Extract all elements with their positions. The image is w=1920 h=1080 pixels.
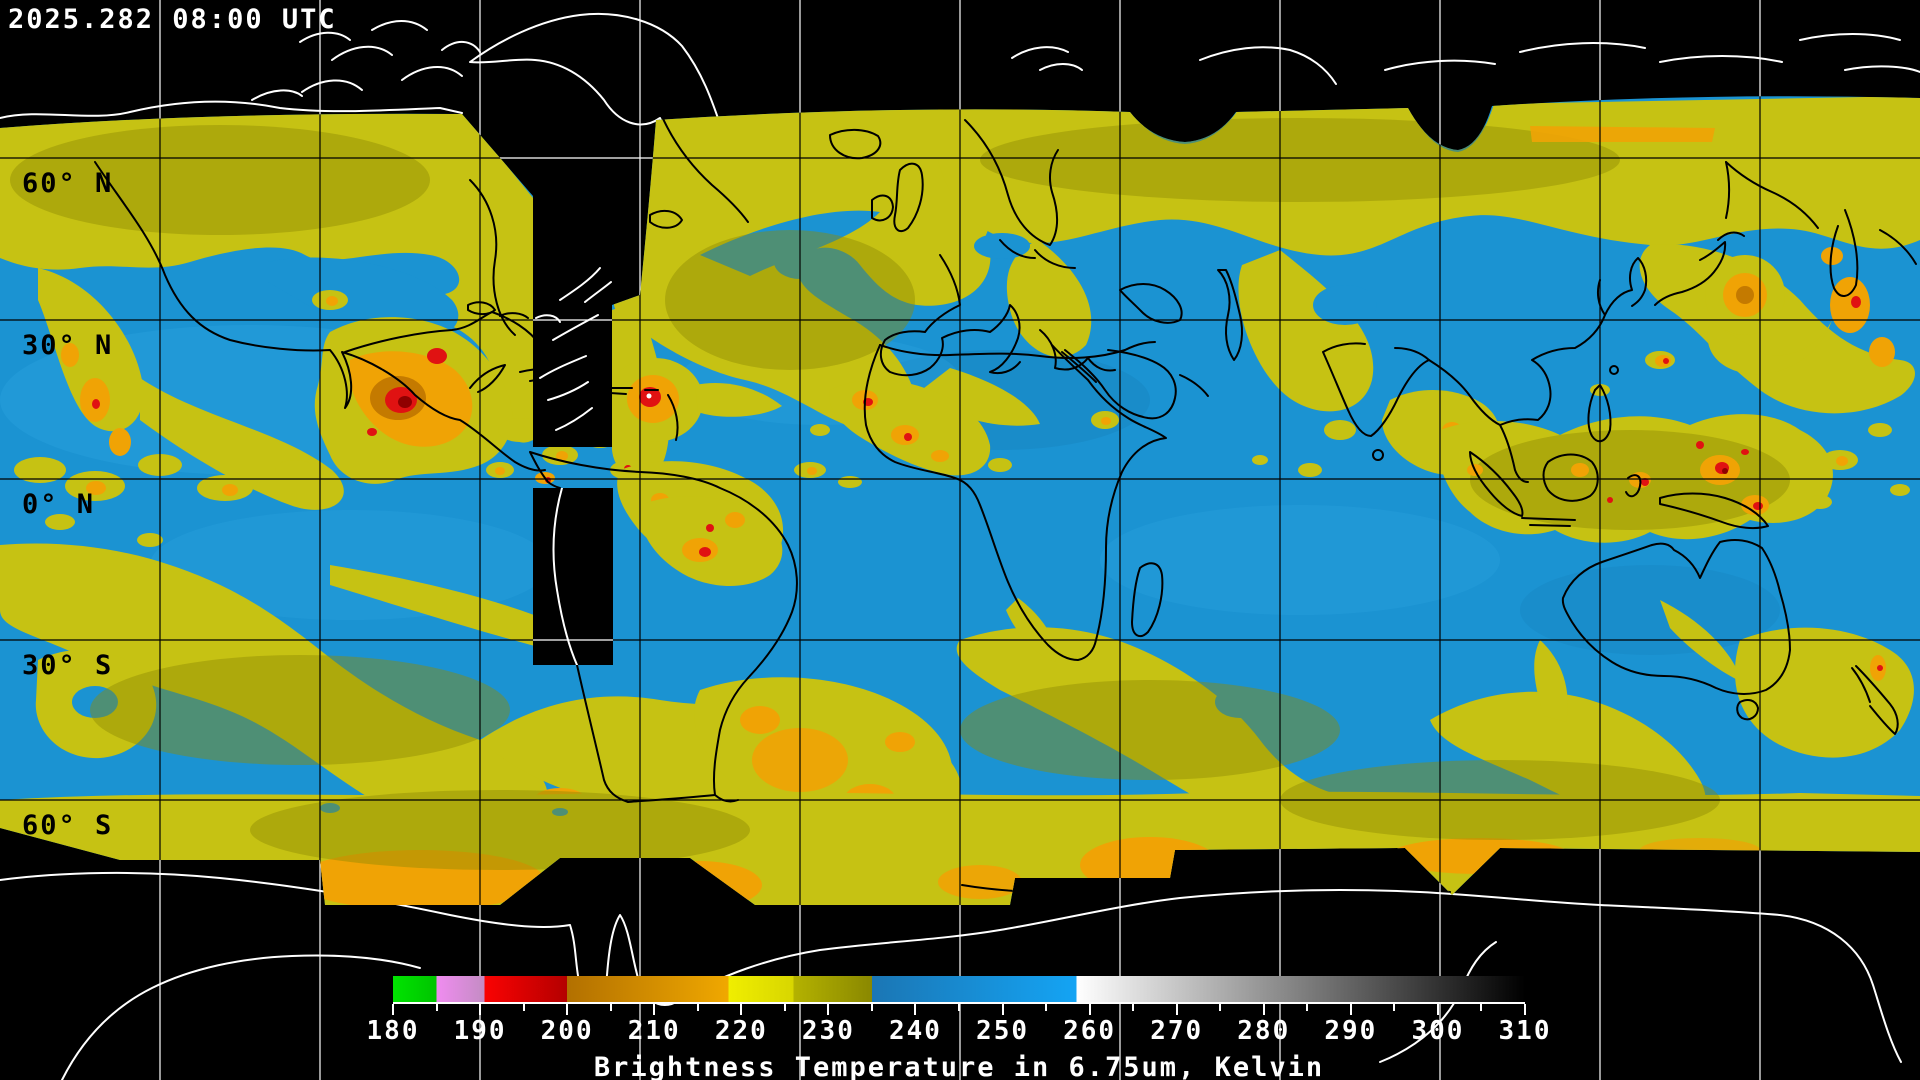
colorbar-tick-185	[435, 1004, 438, 1011]
lat-label-1: 30° N	[22, 330, 114, 361]
colorbar-label-240: 240	[888, 1016, 942, 1046]
colorbar-label-230: 230	[801, 1016, 855, 1046]
colorbar-label-200: 200	[540, 1016, 594, 1046]
colorbar-label-300: 300	[1411, 1016, 1465, 1046]
colorbar-tick-190	[479, 1004, 482, 1015]
colorbar-label-290: 290	[1324, 1016, 1378, 1046]
colorbar-tick-195	[522, 1004, 525, 1011]
colorbar-tick-245	[958, 1004, 960, 1011]
colorbar-gradient	[393, 976, 1525, 1004]
colorbar-label-210: 210	[627, 1016, 681, 1046]
colorbar-label-220: 220	[714, 1016, 768, 1046]
lat-label-4: 60° S	[22, 810, 114, 841]
lat-label-3: 30° S	[22, 650, 114, 681]
colorbar-label-270: 270	[1150, 1016, 1204, 1046]
colorbar-tick-260	[1088, 1004, 1091, 1015]
colorbar-tick-215	[696, 1004, 699, 1011]
colorbar-tick-250	[1001, 1004, 1004, 1015]
colorbar-tick-310	[1524, 1004, 1526, 1015]
colorbar-tick-240	[914, 1004, 917, 1015]
lat-label-2: 0° N	[22, 489, 96, 520]
colorbar-legend: 180 190 200 210 220 230 240 250 260 270 280 290 300 3…	[367, 976, 1549, 1080]
lat-label-0: 60° N	[22, 168, 114, 199]
colorbar-tick-265	[1132, 1004, 1135, 1011]
colorbar-tick-275	[1219, 1004, 1222, 1011]
colorbar-label-190: 190	[453, 1016, 507, 1046]
colorbar-label-280: 280	[1237, 1016, 1291, 1046]
colorbar-label-260: 260	[1063, 1016, 1117, 1046]
colorbar-tick-225	[783, 1004, 786, 1011]
colorbar-label-310: 310	[1498, 1016, 1552, 1046]
colorbar-tick-305	[1480, 1004, 1483, 1011]
colorbar-tick-255	[1045, 1004, 1048, 1011]
coastlines-over-data	[94, 111, 1917, 894]
timestamp: 2025.282 08:00 UTC	[8, 4, 337, 35]
colorbar-tick-180	[392, 1004, 394, 1015]
colorbar-tick-290	[1349, 1004, 1352, 1015]
colorbar-tick-200	[566, 1004, 569, 1015]
colorbar-tick-210	[653, 1004, 656, 1015]
colorbar-tick-295	[1393, 1004, 1396, 1011]
colorbar-label-250: 250	[976, 1016, 1030, 1046]
colorbar-label-180: 180	[366, 1016, 420, 1046]
colorbar-tick-300	[1436, 1004, 1439, 1015]
colorbar-tick-270	[1175, 1004, 1178, 1015]
colorbar-tick-205	[609, 1004, 612, 1011]
colorbar-tick-220	[740, 1004, 743, 1015]
colorbar-tick-230	[827, 1004, 830, 1015]
colorbar-tick-285	[1306, 1004, 1309, 1011]
colorbar-tick-235	[870, 1004, 873, 1011]
colorbar-tick-280	[1262, 1004, 1265, 1015]
colorbar-caption: Brightness Temperature in 6.75um, Kelvin	[593, 1052, 1325, 1080]
